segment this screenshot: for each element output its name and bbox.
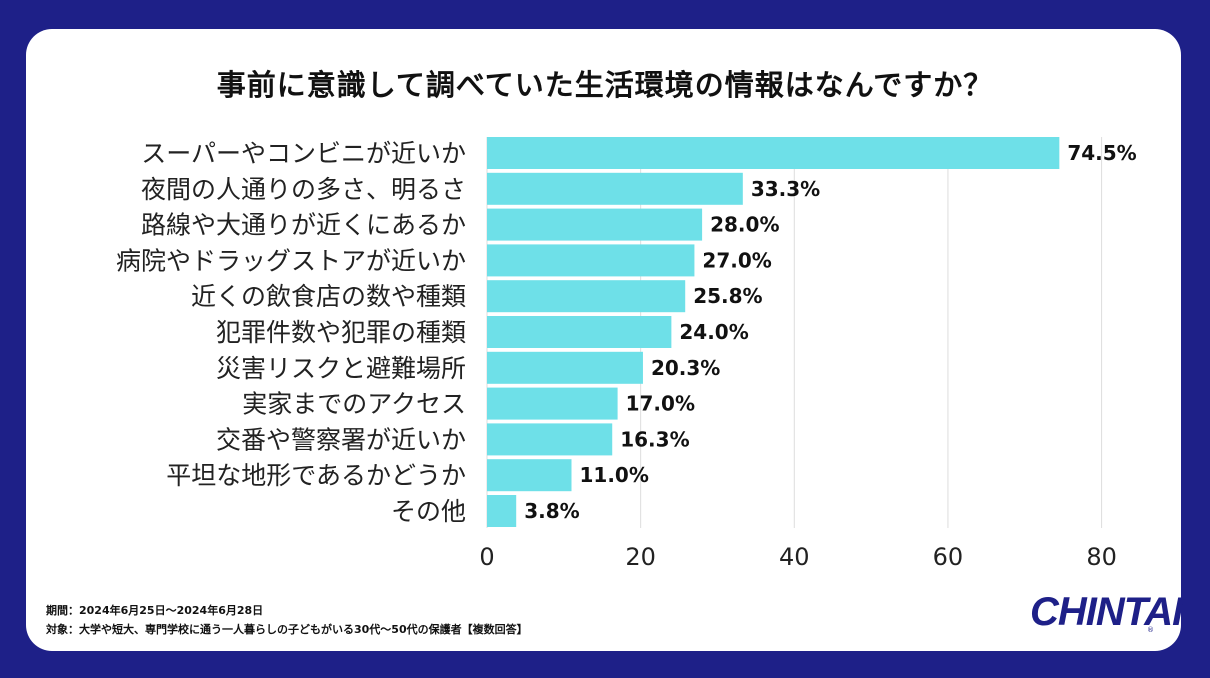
value-label: 3.8%	[524, 499, 579, 523]
category-label: 路線や大通りが近くにあるか	[141, 211, 466, 240]
category-label: その他	[391, 497, 466, 526]
survey-target: 対象：大学や短大、専門学校に通う一人暮らしの子どもがいる30代〜50代の保護者【…	[46, 623, 528, 636]
x-tick-label: 60	[933, 543, 964, 571]
value-label: 16.3%	[620, 427, 689, 451]
bar	[487, 137, 1060, 169]
x-tick-label: 0	[479, 543, 494, 571]
bar	[487, 351, 643, 384]
bar	[487, 423, 613, 456]
bar	[487, 280, 686, 313]
registered-mark: ®	[1147, 626, 1154, 634]
category-label: 夜間の人通りの多さ、明るさ	[141, 175, 466, 204]
value-label: 25.8%	[693, 284, 762, 308]
survey-period: 期間：2024年6月25日〜2024年6月28日	[46, 604, 264, 617]
value-label: 27.0%	[702, 248, 771, 272]
category-label: 交番や警察署が近いか	[216, 425, 466, 454]
category-label: 病院やドラッグストアが近いか	[116, 246, 466, 275]
value-label: 28.0%	[710, 213, 779, 237]
category-label: スーパーやコンビニが近いか	[141, 139, 466, 168]
value-label: 17.0%	[626, 392, 695, 416]
x-tick-label: 40	[779, 543, 810, 571]
category-label: 災害リスクと避難場所	[216, 354, 466, 383]
bar	[487, 316, 672, 348]
value-label: 24.0%	[679, 320, 748, 344]
chart-title: 事前に意識して調べていた生活環境の情報はなんですか？	[216, 68, 994, 102]
category-label: 近くの飲食店の数や種類	[191, 282, 466, 311]
bar	[487, 208, 703, 241]
value-label: 33.3%	[751, 177, 820, 201]
value-label: 11.0%	[580, 463, 649, 487]
category-label: 実家までのアクセス	[242, 390, 466, 419]
bar	[487, 495, 517, 527]
bar	[487, 459, 572, 492]
category-label: 平坦な地形であるかどうか	[166, 461, 466, 490]
value-label: 74.5%	[1067, 141, 1136, 165]
bar	[487, 172, 743, 205]
bar	[487, 244, 695, 277]
category-label: 犯罪件数や犯罪の種類	[216, 318, 466, 347]
value-label: 20.3%	[651, 356, 720, 380]
chintai-logo: CHINTAI	[1030, 590, 1183, 634]
x-tick-label: 80	[1086, 543, 1117, 571]
x-tick-label: 20	[625, 543, 656, 571]
bar	[487, 387, 618, 420]
